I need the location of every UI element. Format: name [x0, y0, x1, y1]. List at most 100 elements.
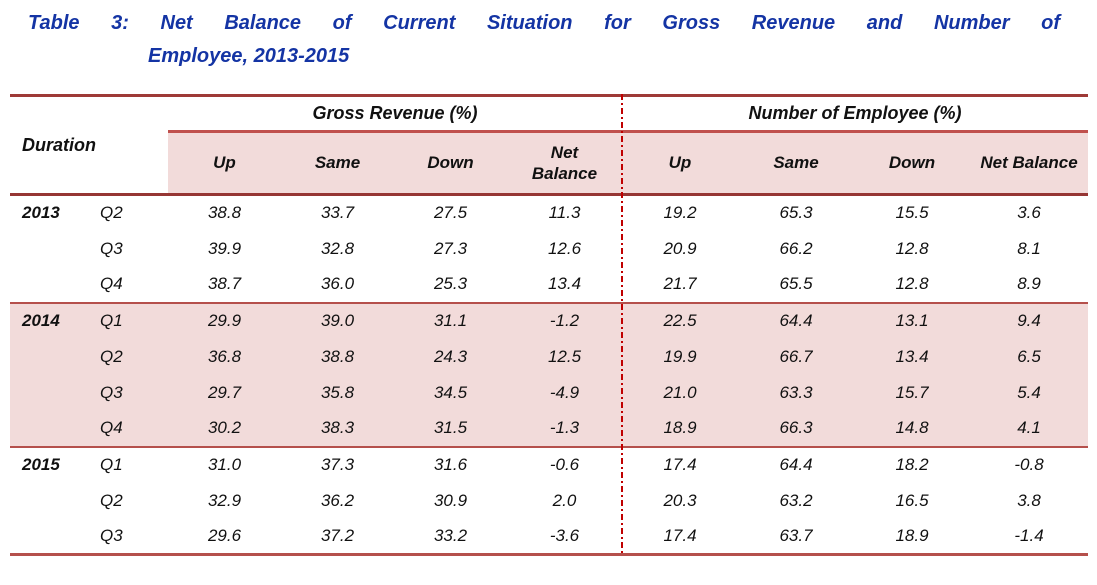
gr-down-cell: 27.5	[433, 203, 468, 223]
duration-header: Duration	[10, 95, 168, 195]
gr-netbalance-cell: -3.6	[549, 525, 580, 545]
ne-down-cell: 18.2	[854, 445, 970, 483]
gr-netbalance-cell: 13.4	[547, 274, 582, 293]
gr-up-cell: 30.2	[168, 410, 281, 447]
ne-down-cell: 13.4	[854, 338, 970, 375]
gr-netbalance-cell: 11.3	[548, 203, 581, 223]
ne-same-cell: 64.4	[738, 301, 854, 339]
ne-up-cell: 21.0	[622, 374, 738, 411]
quarter-cell: Q2	[90, 338, 168, 375]
ne-same-cell: 64.4	[738, 445, 854, 483]
year-cell: 2015	[10, 445, 90, 483]
quarter-cell: Q2	[100, 490, 123, 510]
gr-netbalance-cell: -4.9	[507, 374, 622, 411]
ne-netbalance-cell: -0.8	[970, 445, 1089, 483]
ne-down-cell: 12.8	[895, 274, 929, 293]
year-cell	[10, 338, 90, 375]
gross-revenue-group-header: Gross Revenue (%)	[168, 95, 622, 133]
data-table-wrapper: Duration Gross Revenue (%) Number of Emp…	[10, 94, 1089, 556]
ne-down-cell: 14.8	[854, 410, 970, 447]
caption-line-2: Employee, 2013-2015	[148, 45, 350, 67]
ne-same-cell: 66.7	[738, 338, 854, 375]
year-cell	[10, 483, 90, 519]
ne-down-cell: 15.5	[895, 203, 929, 223]
ne-up-header: Up	[622, 131, 738, 195]
employee-group-header: Number of Employee (%)	[622, 95, 1089, 133]
group-header-row: Duration Gross Revenue (%) Number of Emp…	[10, 95, 1089, 195]
gr-same-cell: 33.7	[320, 203, 355, 223]
ne-same-cell: 63.2	[779, 490, 813, 510]
table-row: 2014 Q1 29.9 39.0 31.1 -1.2 22.5 64.4 13…	[10, 301, 1089, 339]
gr-down-header: Down	[394, 131, 507, 195]
quarter-cell: Q4	[100, 274, 123, 293]
ne-up-cell: 18.9	[622, 410, 738, 447]
year-cell	[10, 374, 90, 411]
net-balance-table: Duration Gross Revenue (%) Number of Emp…	[10, 94, 1089, 556]
ne-down-header: Down	[854, 131, 970, 195]
quarter-cell: Q3	[90, 374, 168, 411]
table-row: Q4 38.7 36.0 25.3 13.4 21.7 65.5 12.8 8.…	[10, 267, 1088, 303]
ne-up-cell: 19.9	[622, 338, 738, 375]
ne-same-cell: 66.3	[738, 410, 854, 447]
gr-down-cell: 31.5	[394, 410, 507, 447]
gr-down-cell: 33.2	[433, 525, 468, 545]
ne-netbalance-cell: 9.4	[970, 301, 1089, 339]
ne-netbalance-cell: 3.8	[1017, 490, 1041, 510]
ne-same-header: Same	[738, 131, 854, 195]
caption-line-1: Table 3: Net Balance of Current Situatio…	[28, 12, 1060, 34]
gr-up-cell: 32.9	[207, 490, 242, 510]
ne-up-cell: 22.5	[622, 301, 738, 339]
ne-down-cell: 12.8	[895, 238, 929, 258]
gr-down-cell: 27.3	[433, 238, 468, 258]
report-page: Table 3: Net Balance of Current Situatio…	[0, 12, 1097, 585]
gr-down-cell: 34.5	[394, 374, 507, 411]
ne-same-cell: 66.2	[779, 238, 813, 258]
gr-same-cell: 36.2	[320, 490, 355, 510]
sub-header-row: Up Same Down Net Balance Up Same Down Ne…	[10, 131, 1089, 195]
table-row: Q2 32.9 36.2 30.9 2.0 20.3 63.2 16.5 3.8	[10, 483, 1088, 519]
table-row: Q3 39.9 32.8 27.3 12.6 20.9 66.2 12.8 8.…	[10, 231, 1088, 267]
table-row: Q4 30.2 38.3 31.5 -1.3 18.9 66.3 14.8 4.…	[10, 410, 1089, 447]
ne-up-cell: 17.4	[663, 525, 697, 545]
quarter-cell: Q1	[90, 445, 168, 483]
gr-same-cell: 39.0	[281, 301, 394, 339]
gr-same-cell: 38.3	[281, 410, 394, 447]
gr-netbalance-cell: 12.5	[507, 338, 622, 375]
ne-netbalance-cell: 8.1	[1017, 238, 1041, 258]
gr-same-cell: 36.0	[320, 274, 355, 293]
ne-up-cell: 19.2	[663, 203, 697, 223]
gr-same-header: Same	[281, 131, 394, 195]
gr-up-cell: 29.9	[168, 301, 281, 339]
ne-up-cell: 20.3	[663, 490, 697, 510]
year-cell	[10, 519, 90, 555]
ne-netbalance-cell: 5.4	[970, 374, 1089, 411]
gr-down-cell: 30.9	[433, 490, 468, 510]
year-cell	[10, 410, 90, 447]
ne-down-cell: 15.7	[854, 374, 970, 411]
table-row: Q3 29.7 35.8 34.5 -4.9 21.0 63.3 15.7 5.…	[10, 374, 1089, 411]
gr-netbalance-cell: -1.2	[507, 301, 622, 339]
gr-netbalance-cell: -1.3	[507, 410, 622, 447]
gr-down-cell: 24.3	[394, 338, 507, 375]
gr-down-cell: 31.1	[394, 301, 507, 339]
quarter-cell: Q1	[90, 301, 168, 339]
gr-same-cell: 37.2	[320, 525, 355, 545]
gr-same-cell: 38.8	[281, 338, 394, 375]
gr-up-cell: 29.7	[168, 374, 281, 411]
gr-up-header: Up	[168, 131, 281, 195]
gr-netbalance-cell: -0.6	[507, 445, 622, 483]
gr-netbalance-cell: 2.0	[552, 490, 577, 510]
gr-down-cell: 31.6	[394, 445, 507, 483]
ne-up-cell: 21.7	[663, 274, 697, 293]
year-cell	[10, 231, 90, 267]
quarter-cell: Q4	[90, 410, 168, 447]
ne-up-cell: 17.4	[622, 445, 738, 483]
gr-same-cell: 37.3	[281, 445, 394, 483]
year-cell: 2013	[22, 203, 60, 223]
gr-up-cell: 39.9	[207, 238, 242, 258]
ne-same-cell: 63.7	[779, 525, 813, 545]
gr-netbalance-cell: 12.6	[547, 238, 582, 258]
ne-same-cell: 65.3	[779, 203, 813, 223]
ne-down-cell: 18.9	[895, 525, 929, 545]
table-row: 2013 Q2 38.8 33.7 27.5 11.3 19.2 65.3 15…	[10, 195, 1088, 231]
